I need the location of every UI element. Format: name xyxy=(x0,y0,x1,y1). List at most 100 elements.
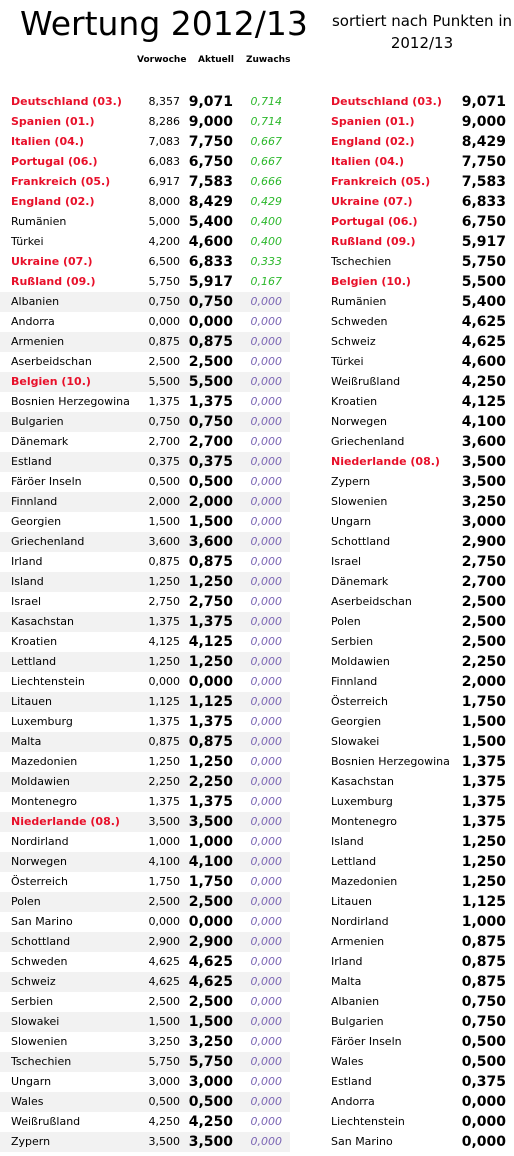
table-row: Serbien 2,500 2,500 0,000 xyxy=(0,992,290,1012)
value-points: 0,875 xyxy=(461,974,506,990)
country-name: Deutschland (03.) xyxy=(331,95,442,108)
value-zuwachs: 0,000 xyxy=(250,315,283,328)
country-name: Kasachstan xyxy=(11,615,75,628)
table-row: Malta 0,875 0,875 0,000 xyxy=(0,732,290,752)
table-row: Weißrußland 4,250 xyxy=(327,372,510,392)
country-name: Kroatien xyxy=(11,635,58,648)
country-name: Weißrußland xyxy=(331,375,401,388)
value-aktuell: 4,625 xyxy=(188,974,233,990)
value-zuwachs: 0,714 xyxy=(250,115,283,128)
value-vorwoche: 3,250 xyxy=(148,1035,181,1048)
value-points: 4,625 xyxy=(461,334,506,350)
value-zuwachs: 0,000 xyxy=(250,695,283,708)
country-name: Portugal (06.) xyxy=(11,155,98,168)
value-aktuell: 0,500 xyxy=(188,1094,233,1110)
value-vorwoche: 2,900 xyxy=(148,935,181,948)
value-aktuell: 0,000 xyxy=(188,914,233,930)
value-zuwachs: 0,000 xyxy=(250,295,283,308)
value-points: 2,000 xyxy=(461,674,506,690)
country-name: Irland xyxy=(331,955,363,968)
value-zuwachs: 0,000 xyxy=(250,1035,283,1048)
country-name: England (02.) xyxy=(331,135,415,148)
value-points: 1,375 xyxy=(461,794,506,810)
table-row: Belgien (10.) 5,500 xyxy=(327,272,510,292)
value-points: 4,100 xyxy=(461,414,506,430)
country-name: Belgien (10.) xyxy=(331,275,411,288)
table-row: Malta 0,875 xyxy=(327,972,510,992)
value-vorwoche: 4,625 xyxy=(148,955,181,968)
value-zuwachs: 0,400 xyxy=(250,215,283,228)
table-row: Norwegen 4,100 4,100 0,000 xyxy=(0,852,290,872)
table-row: Färöer Inseln 0,500 0,500 0,000 xyxy=(0,472,290,492)
table-row: Nordirland 1,000 1,000 0,000 xyxy=(0,832,290,852)
table-row: Rumänien 5,400 xyxy=(327,292,510,312)
value-vorwoche: 8,286 xyxy=(148,115,181,128)
table-row: Nordirland 1,000 xyxy=(327,912,510,932)
value-points: 1,500 xyxy=(461,734,506,750)
value-points: 3,000 xyxy=(461,514,506,530)
value-points: 3,600 xyxy=(461,434,506,450)
value-aktuell: 3,600 xyxy=(188,534,233,550)
value-vorwoche: 4,125 xyxy=(148,635,181,648)
value-vorwoche: 3,600 xyxy=(148,535,181,548)
value-zuwachs: 0,000 xyxy=(250,335,283,348)
value-zuwachs: 0,000 xyxy=(250,855,283,868)
value-zuwachs: 0,000 xyxy=(250,675,283,688)
country-name: Ukraine (07.) xyxy=(11,255,93,268)
table-row: Belgien (10.) 5,500 5,500 0,000 xyxy=(0,372,290,392)
table-row: Frankreich (05.) 6,917 7,583 0,666 xyxy=(0,172,290,192)
table-row: Moldawien 2,250 2,250 0,000 xyxy=(0,772,290,792)
country-name: Luxemburg xyxy=(11,715,73,728)
value-points: 1,750 xyxy=(461,694,506,710)
table-row: Israel 2,750 xyxy=(327,552,510,572)
value-vorwoche: 0,875 xyxy=(148,335,181,348)
country-name: Schweden xyxy=(331,315,388,328)
value-vorwoche: 6,083 xyxy=(148,155,181,168)
value-points: 0,000 xyxy=(461,1094,506,1110)
value-vorwoche: 7,083 xyxy=(148,135,181,148)
value-points: 2,750 xyxy=(461,554,506,570)
country-name: Serbien xyxy=(11,995,54,1008)
table-row: Rußland (09.) 5,750 5,917 0,167 xyxy=(0,272,290,292)
value-zuwachs: 0,000 xyxy=(250,775,283,788)
table-row: San Marino 0,000 xyxy=(327,1132,510,1152)
value-zuwachs: 0,000 xyxy=(250,755,283,768)
value-zuwachs: 0,000 xyxy=(250,355,283,368)
value-vorwoche: 0,000 xyxy=(148,315,181,328)
value-aktuell: 1,250 xyxy=(188,654,233,670)
value-zuwachs: 0,000 xyxy=(250,435,283,448)
country-name: Färöer Inseln xyxy=(331,1035,402,1048)
value-zuwachs: 0,000 xyxy=(250,975,283,988)
value-zuwachs: 0,000 xyxy=(250,635,283,648)
table-row: Schweiz 4,625 xyxy=(327,332,510,352)
value-aktuell: 0,375 xyxy=(188,454,233,470)
country-name: Niederlande (08.) xyxy=(331,455,440,468)
value-zuwachs: 0,000 xyxy=(250,475,283,488)
value-points: 0,500 xyxy=(461,1034,506,1050)
country-name: Aserbeidschan xyxy=(11,355,92,368)
value-points: 1,250 xyxy=(461,874,506,890)
value-zuwachs: 0,000 xyxy=(250,655,283,668)
table-row: Spanien (01.) 9,000 xyxy=(327,112,510,132)
value-vorwoche: 4,250 xyxy=(148,1115,181,1128)
value-vorwoche: 2,700 xyxy=(148,435,181,448)
country-name: Slowakei xyxy=(11,1015,60,1028)
table-row: Türkei 4,200 4,600 0,400 xyxy=(0,232,290,252)
value-zuwachs: 0,000 xyxy=(250,835,283,848)
country-name: Ungarn xyxy=(11,1075,52,1088)
value-vorwoche: 6,917 xyxy=(148,175,181,188)
table-row: Rußland (09.) 5,917 xyxy=(327,232,510,252)
table-row: Slowakei 1,500 1,500 0,000 xyxy=(0,1012,290,1032)
country-name: Georgien xyxy=(11,515,62,528)
table-row: Weißrußland 4,250 4,250 0,000 xyxy=(0,1112,290,1132)
value-points: 2,500 xyxy=(461,614,506,630)
country-name: Georgien xyxy=(331,715,382,728)
value-aktuell: 1,125 xyxy=(188,694,233,710)
country-name: Albanien xyxy=(331,995,380,1008)
value-aktuell: 2,250 xyxy=(188,774,233,790)
value-vorwoche: 4,200 xyxy=(148,235,181,248)
value-points: 4,600 xyxy=(461,354,506,370)
country-name: Dänemark xyxy=(11,435,69,448)
table-row: Frankreich (05.) 7,583 xyxy=(327,172,510,192)
value-vorwoche: 1,250 xyxy=(148,655,181,668)
